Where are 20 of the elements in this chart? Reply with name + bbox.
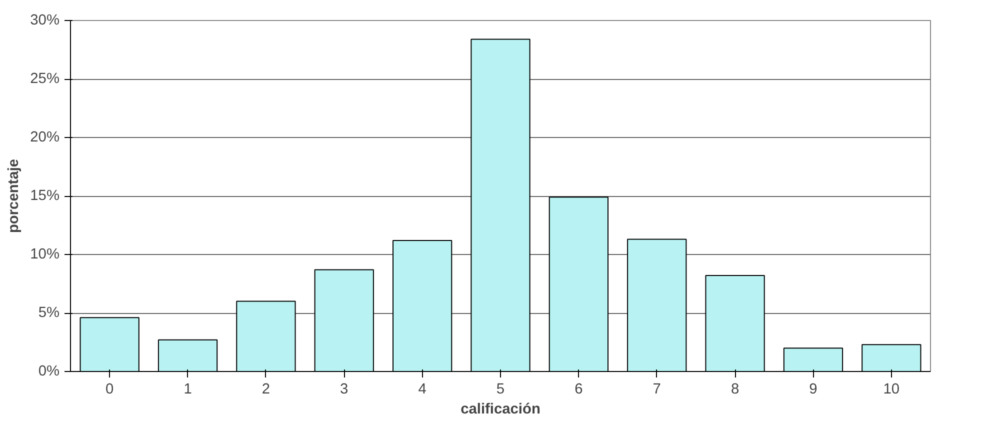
- y-tick-label: 15%: [30, 188, 60, 204]
- x-tick-label: 3: [340, 382, 348, 398]
- y-tick-label: 10%: [30, 246, 60, 262]
- x-tick-label: 9: [809, 382, 818, 398]
- x-tick-label: 4: [418, 382, 426, 398]
- x-tick-label: 1: [184, 382, 192, 398]
- y-axis-title: porcentaje: [6, 158, 22, 234]
- x-tick-label: 0: [106, 382, 114, 398]
- x-tick-label: 8: [730, 382, 740, 398]
- y-tick-label: 30%: [30, 12, 60, 28]
- y-tick-label: 5%: [38, 305, 60, 321]
- x-tick-label: 6: [574, 382, 583, 398]
- x-tick-label: 5: [496, 382, 505, 398]
- x-tick-label: 2: [262, 382, 270, 398]
- x-axis-title: calificación: [460, 402, 540, 418]
- y-tick-label: 20%: [30, 130, 60, 146]
- x-tick-label: 10: [883, 382, 900, 398]
- x-tick-label: 7: [652, 382, 661, 398]
- y-tick-label: 25%: [30, 71, 60, 87]
- y-tick-label: 0%: [38, 364, 60, 380]
